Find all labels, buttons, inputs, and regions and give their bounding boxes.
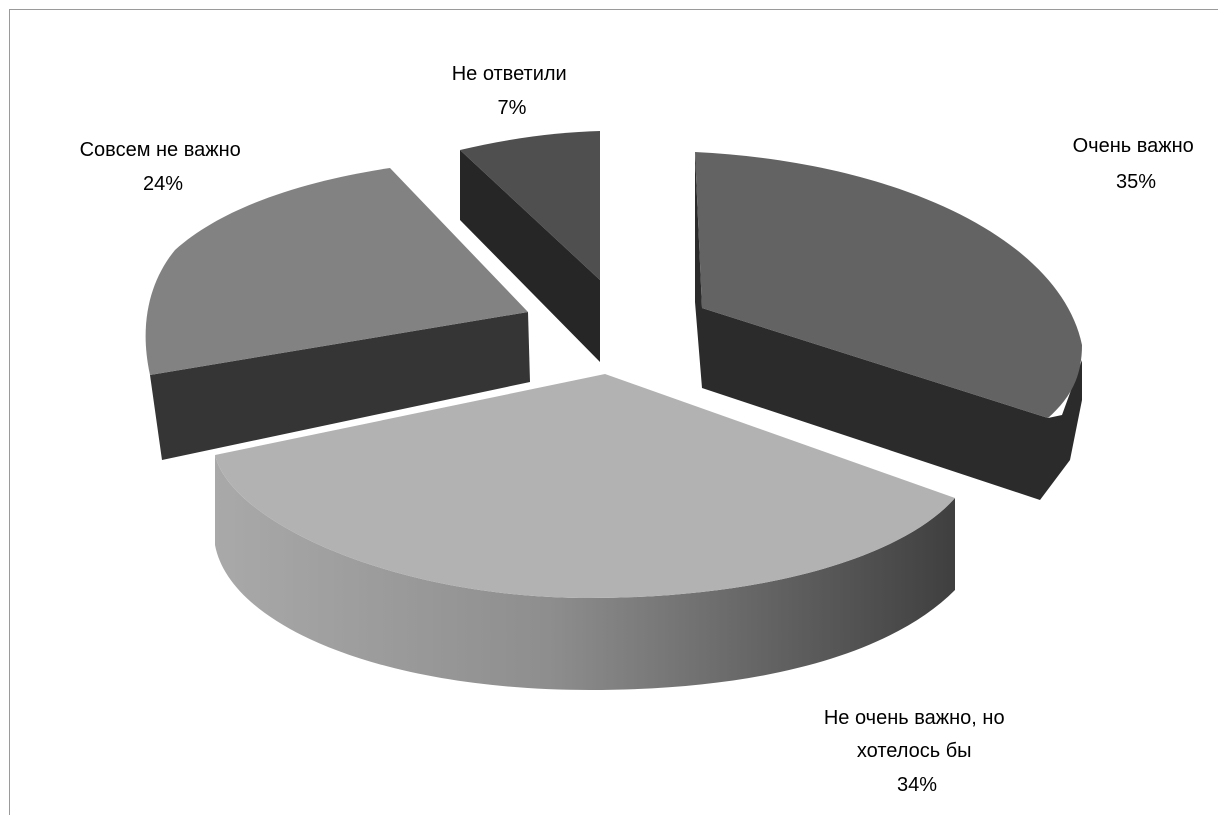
slice-label-ne-otvetili: Не ответили 7% [452,63,573,119]
slice-label-ne-ochen-vazhno: Не очень важно, но хотелось бы 34% [824,707,1010,796]
slice-side-face [460,150,600,362]
slice-name: Не очень важно, но [824,707,1005,729]
slice-name: Совсем не важно [80,139,241,161]
slice-side-face [695,152,1082,500]
slice-name: Очень важно [1073,135,1194,157]
slice-top-face [460,131,600,280]
slice-top-face [145,168,528,375]
slice-side-face [215,455,955,690]
slice-label-sovsem-ne-vazhno: Совсем не важно 24% [80,139,247,195]
slice-top-face [695,152,1082,418]
slice-percent: 7% [498,97,527,119]
slice-percent: 24% [143,173,183,195]
slice-name-line2: хотелось бы [857,740,972,762]
pie-slice-ochen-vazhno [695,152,1082,500]
slice-percent: 34% [897,774,937,796]
pie-slice-sovsem-ne-vazhno [145,168,530,460]
slice-top-face [215,374,955,598]
slice-name: Не ответили [452,63,567,85]
pie-slice-ne-otvetili [460,131,600,362]
slice-percent: 35% [1116,171,1156,193]
slice-label-ochen-vazhno: Очень важно 35% [1073,135,1200,193]
pie-slice-ne-ochen-vazhno [215,374,955,690]
slice-side-face [150,312,530,460]
